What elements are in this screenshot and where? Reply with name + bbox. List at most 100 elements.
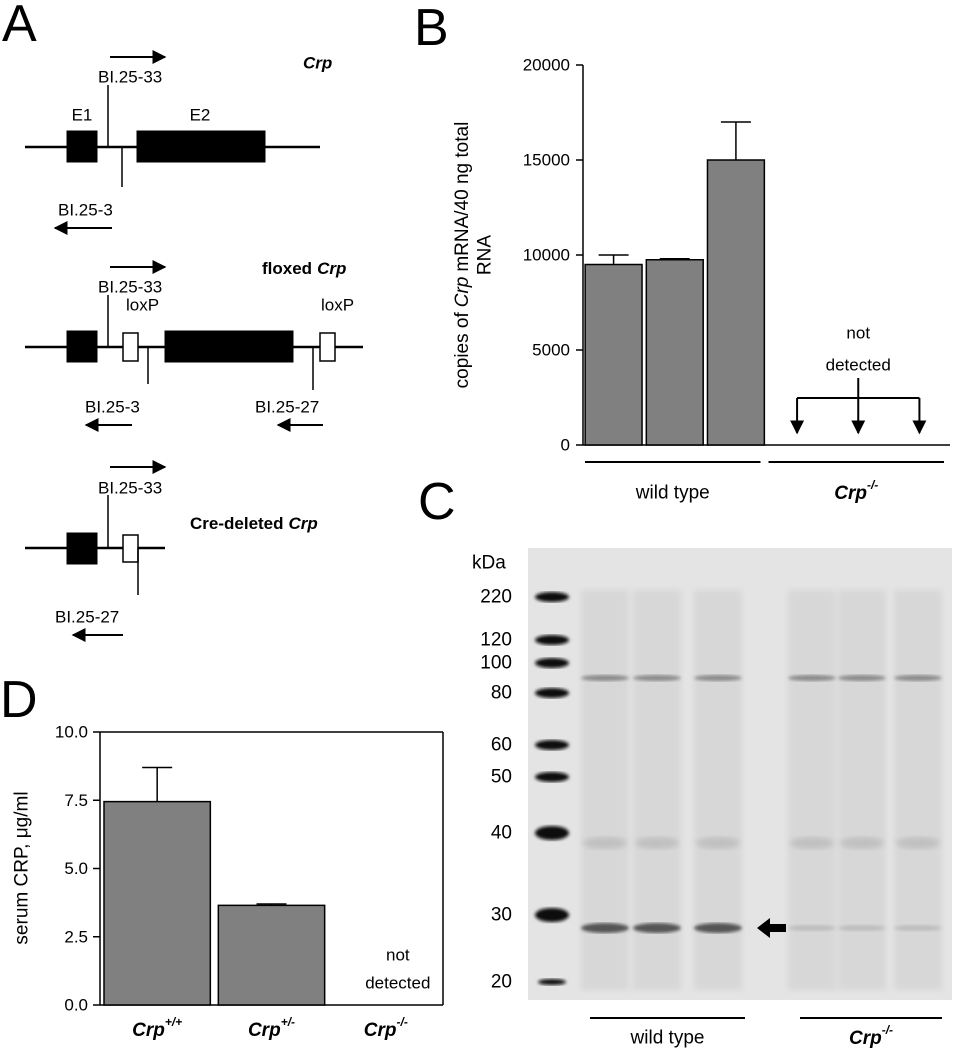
protein-band <box>838 925 886 931</box>
y-axis-label: copies of Crp mRNA/40 ng total <box>452 122 473 389</box>
allele-label-part: Crp <box>289 514 318 533</box>
western-blot <box>528 548 952 1000</box>
genotype-name: Crp <box>248 1020 281 1041</box>
primer-label: BI.25-3 <box>58 201 113 220</box>
marker-label: 80 <box>491 683 512 704</box>
genotype-label: Crp+/- <box>248 1015 295 1041</box>
exon <box>66 330 98 363</box>
protein-band <box>635 837 679 849</box>
loxp-site <box>122 534 139 563</box>
protein-band <box>583 837 627 849</box>
genotype-label: Crp-/- <box>834 478 878 504</box>
protein-band <box>581 675 629 681</box>
ladder-band <box>535 908 569 922</box>
bar <box>706 159 766 446</box>
exon <box>66 532 98 565</box>
ladder-band <box>535 635 569 645</box>
exon-label: E1 <box>72 106 93 125</box>
loxp-label: loxP <box>126 296 159 315</box>
allele-label: Crp <box>303 54 332 73</box>
panel-label: B <box>414 0 449 57</box>
genotype-name: Crp <box>132 1020 165 1041</box>
y-tick-label: 0.0 <box>64 996 88 1015</box>
group-label: wild type <box>635 483 710 504</box>
ladder-band <box>535 740 569 750</box>
ladder-band <box>535 658 569 668</box>
y-axis-label-part: Crp <box>452 277 473 308</box>
y-tick-label: 10.0 <box>55 723 88 742</box>
allele-label-part: Cre-deleted <box>190 514 284 533</box>
protein-band <box>838 675 886 681</box>
protein-band <box>894 925 942 931</box>
protein-band <box>894 675 942 681</box>
annotation: detected <box>365 974 430 993</box>
marker-label: 120 <box>480 630 512 651</box>
bar <box>645 259 704 446</box>
marker-label: 100 <box>480 653 512 674</box>
genotype-superscript: -/- <box>397 1015 408 1029</box>
marker-label: 50 <box>491 767 512 788</box>
marker-label: 60 <box>491 735 512 756</box>
primer-label: BI.25-33 <box>98 68 162 87</box>
genotype-superscript: -/- <box>882 1023 893 1037</box>
protein-band <box>896 837 940 849</box>
exon-label: E2 <box>190 106 211 125</box>
genotype-name: Crp <box>364 1020 397 1041</box>
protein-band <box>633 675 681 681</box>
annotation: not <box>846 324 870 343</box>
y-axis-label: RNA <box>475 235 496 275</box>
protein-band <box>790 837 834 849</box>
allele-label-part: floxed <box>262 259 312 278</box>
allele-label: Cre-deleted Crp <box>190 514 318 533</box>
ladder-band <box>535 592 569 602</box>
protein-band <box>581 923 629 933</box>
primer-label: BI.25-33 <box>98 479 162 498</box>
genotype-name: Crp <box>849 1028 882 1049</box>
y-tick-label: 20000 <box>523 56 570 75</box>
marker-label: 220 <box>480 587 512 608</box>
panel-label: C <box>418 473 456 531</box>
y-tick-label: 0 <box>561 436 570 455</box>
lane-smear <box>838 590 886 990</box>
genotype-superscript: +/+ <box>165 1015 182 1029</box>
ladder-band <box>535 688 569 698</box>
y-tick-label: 2.5 <box>64 927 88 946</box>
bar <box>103 800 212 1006</box>
annotation: not <box>386 946 410 965</box>
group-label: wild type <box>630 1028 705 1049</box>
primer-label: BI.25-27 <box>255 398 319 417</box>
band-arrow <box>757 918 786 938</box>
ladder-band <box>535 826 569 840</box>
primer-label: BI.25-27 <box>55 608 119 627</box>
y-tick-label: 15000 <box>523 151 570 170</box>
y-tick-label: 5000 <box>532 341 570 360</box>
protein-band <box>633 923 681 933</box>
loxp-site <box>319 332 336 362</box>
ladder-band <box>535 772 569 782</box>
protein-band <box>840 837 884 849</box>
genotype-name: Crp <box>834 483 867 504</box>
panel-label: D <box>0 671 38 729</box>
genotype-label: Crp-/- <box>364 1015 408 1041</box>
genotype-superscript: +/- <box>281 1015 295 1029</box>
protein-band <box>788 675 836 681</box>
marker-label: 40 <box>491 823 512 844</box>
allele-label: floxed Crp <box>262 259 346 278</box>
annotation: detected <box>826 356 891 375</box>
bar <box>584 263 643 446</box>
y-tick-label: 7.5 <box>64 791 88 810</box>
genotype-superscript: -/- <box>867 478 878 492</box>
y-tick-label: 10000 <box>523 246 570 265</box>
marker-label: 20 <box>491 972 512 993</box>
loxp-site <box>122 332 139 362</box>
protein-band <box>696 837 740 849</box>
protein-band <box>694 675 742 681</box>
y-axis-label: serum CRP, μg/ml <box>12 791 33 944</box>
unit-label: kDa <box>472 553 506 574</box>
protein-band <box>788 925 836 931</box>
protein-band <box>694 923 742 933</box>
exon <box>136 130 266 163</box>
primer-label: BI.25-3 <box>85 398 140 417</box>
primer-label: BI.25-33 <box>98 278 162 297</box>
